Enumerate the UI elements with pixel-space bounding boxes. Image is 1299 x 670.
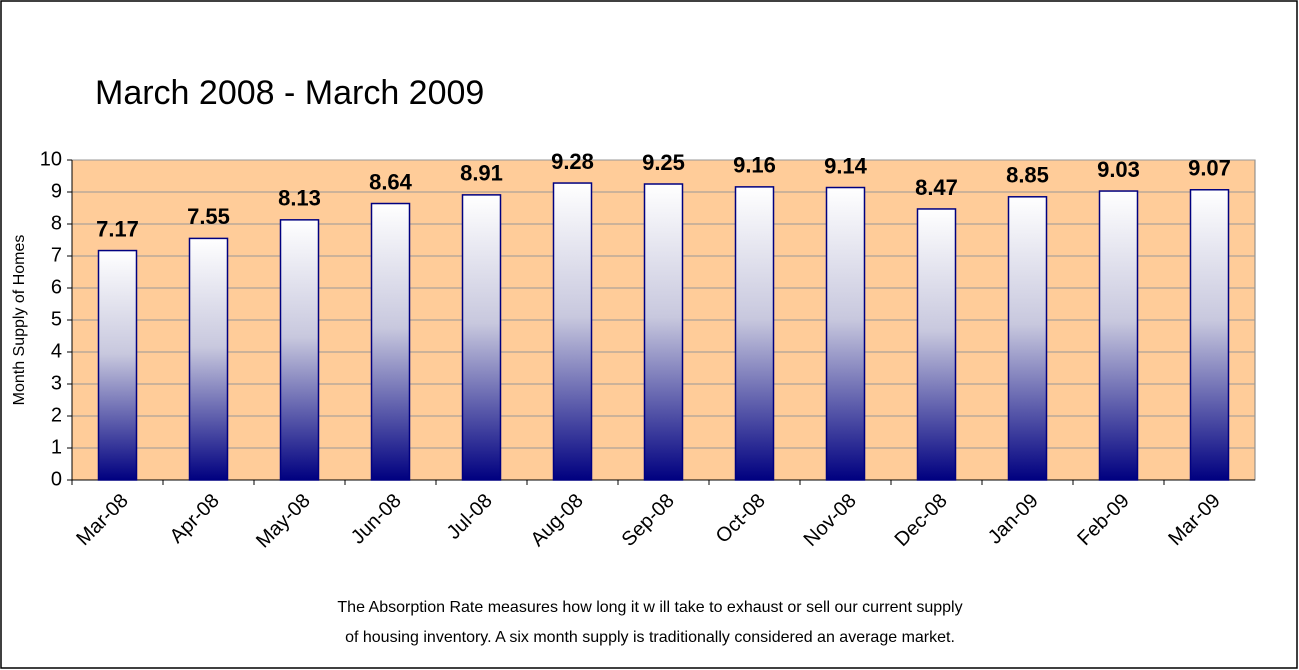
data-label: 9.14 — [824, 153, 868, 178]
data-label: 9.28 — [551, 149, 594, 174]
bar — [916, 208, 957, 481]
data-label: 7.55 — [187, 204, 230, 229]
data-label: 8.47 — [915, 175, 958, 200]
y-tick-label: 4 — [51, 340, 62, 362]
data-label: 9.16 — [733, 153, 776, 178]
bar — [279, 219, 320, 481]
chart-title: March 2008 - March 2009 — [95, 74, 484, 112]
note: The Absorption Rate measures how long it… — [337, 599, 962, 616]
y-tick-label: 1 — [51, 436, 62, 458]
data-label: 8.91 — [460, 161, 503, 186]
y-tick-label: 2 — [51, 404, 62, 426]
bar — [188, 237, 229, 481]
data-label: 8.64 — [369, 169, 413, 194]
y-tick-label: 9 — [51, 180, 62, 202]
data-label: 8.85 — [1006, 163, 1049, 188]
bar — [1189, 189, 1230, 481]
y-tick-label: 7 — [51, 244, 62, 266]
data-label: 9.07 — [1188, 156, 1231, 181]
bar — [734, 186, 775, 481]
bar — [461, 194, 502, 481]
bar — [1007, 196, 1048, 481]
y-tick-label: 3 — [51, 372, 62, 394]
y-tick-label: 8 — [51, 212, 62, 234]
data-label: 8.13 — [278, 186, 321, 211]
y-tick-label: 5 — [51, 308, 62, 330]
y-tick-label: 0 — [51, 468, 62, 490]
y-axis-label: Month Supply of Homes — [11, 235, 28, 406]
bar — [643, 183, 684, 481]
bar — [97, 249, 138, 481]
data-label: 7.17 — [96, 216, 139, 241]
y-tick-label: 6 — [51, 276, 62, 298]
data-label: 9.03 — [1097, 157, 1140, 182]
bar — [1098, 190, 1139, 481]
note: of housing inventory. A six month supply… — [345, 629, 955, 646]
data-label: 9.25 — [642, 150, 685, 175]
bar — [370, 202, 411, 481]
bar — [825, 186, 866, 481]
y-tick-label: 10 — [40, 148, 62, 170]
bar — [552, 182, 593, 481]
